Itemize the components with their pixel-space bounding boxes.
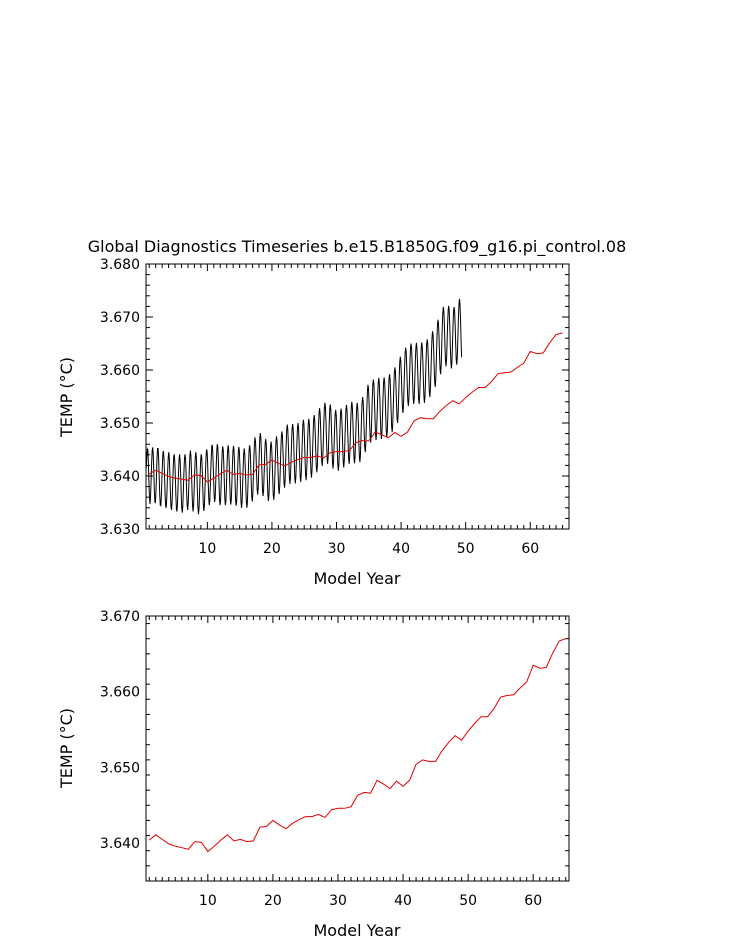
- y-axis-label-top: TEMP (°C): [57, 357, 76, 438]
- y-tick-label: 3.650: [100, 760, 140, 776]
- figure-title: Global Diagnostics Timeseries b.e15.B185…: [88, 237, 627, 257]
- x-tick-label: 20: [263, 541, 281, 557]
- x-tick-label: 10: [199, 893, 217, 909]
- y-tick-label: 3.650: [100, 416, 140, 432]
- plot-frame-top: [145, 263, 570, 530]
- x-axis-label-bottom: Model Year: [314, 921, 401, 940]
- x-tick-label: 40: [392, 541, 410, 557]
- y-tick-label: 3.660: [100, 685, 140, 701]
- x-tick-label: 50: [459, 893, 477, 909]
- plot-frame-bottom: [145, 615, 570, 882]
- chart-top: 3.630 3.640 3.650 3.660 3.670 3.680 10 20 30 40 5…: [57, 257, 570, 588]
- x-tick-label: 10: [198, 541, 216, 557]
- x-tick-label: 60: [524, 893, 542, 909]
- y-tick-label: 3.670: [100, 310, 140, 326]
- y-tick-label: 3.660: [100, 363, 140, 379]
- x-tick-label: 50: [457, 541, 475, 557]
- y-axis-label-bottom: TEMP (°C): [57, 708, 76, 789]
- y-tick-label: 3.670: [100, 609, 140, 625]
- y-tick-label: 3.640: [100, 469, 140, 485]
- x-tick-label: 40: [394, 893, 412, 909]
- x-axis-label-top: Model Year: [314, 569, 401, 588]
- x-tick-label: 20: [264, 893, 282, 909]
- x-tick-label: 60: [521, 541, 539, 557]
- y-tick-label: 3.680: [100, 257, 140, 273]
- y-tick-label: 3.630: [100, 522, 140, 538]
- series-bottom: [148, 638, 566, 853]
- x-ticks-top: 10 20 30 40 50 60: [148, 264, 570, 557]
- y-ticks-top: 3.630 3.640 3.650 3.660 3.670 3.680: [100, 257, 569, 538]
- annual-series-line: [148, 638, 566, 853]
- y-tick-label: 3.640: [100, 836, 140, 852]
- x-tick-label: 30: [328, 541, 346, 557]
- x-tick-label: 30: [329, 893, 347, 909]
- annual-series-line: [148, 332, 563, 483]
- series-top: [145, 298, 563, 515]
- chart-bottom: 3.640 3.650 3.660 3.670 10 20 30 40 50 60 Model …: [57, 609, 570, 940]
- y-ticks-bottom: 3.640 3.650 3.660 3.670: [100, 609, 569, 882]
- x-ticks-bottom: 10 20 30 40 50 60: [148, 616, 567, 909]
- monthly-series-line: [145, 298, 463, 515]
